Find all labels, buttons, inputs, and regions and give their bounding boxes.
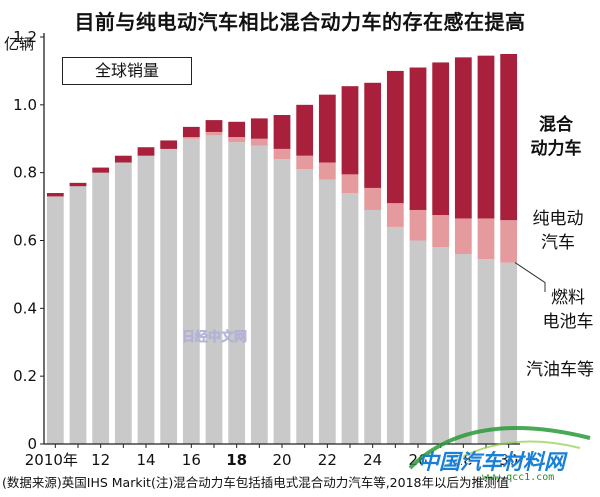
bar-ev: [273, 148, 291, 160]
bar-hybrid: [228, 121, 246, 138]
bar-ev: [409, 209, 427, 241]
bar-ev: [296, 155, 314, 170]
bar-ev: [228, 137, 246, 143]
bar-hybrid: [296, 104, 314, 156]
bar-hybrid: [409, 67, 427, 210]
legend-hybrid: 混合 动力车: [520, 113, 592, 161]
bar-ev: [364, 187, 382, 210]
bar-ev: [386, 203, 404, 227]
bar-ev: [454, 218, 472, 255]
watermark-text: 日经中文网: [182, 330, 248, 346]
bar-stacks: [46, 53, 518, 445]
bar-hybrid: [273, 115, 291, 149]
fuel-cell-leader-line: [514, 262, 546, 292]
x-tick-label: 2010年: [25, 451, 78, 469]
bar-ev: [500, 220, 518, 263]
legend-fc-line1: 燃料: [551, 288, 585, 308]
x-tick-label: 14: [136, 451, 155, 469]
bar-hybrid: [318, 94, 336, 163]
bar-hybrid: [114, 155, 132, 163]
legend-fuel-cell: 燃料 电池车: [536, 286, 600, 334]
unit-label: 亿辆: [4, 35, 35, 53]
brand-name: 中国汽车材料网: [418, 450, 565, 474]
y-tick-label: 0.6: [13, 232, 37, 250]
bar-hybrid: [92, 167, 110, 173]
brand-swoosh-icon: [408, 426, 591, 471]
brand-url: www.qcc1.com: [482, 472, 555, 483]
bar-hybrid: [364, 82, 382, 188]
bar-ev: [182, 137, 200, 139]
legend-ev-line2: 汽车: [541, 233, 575, 253]
bar-gasoline: [182, 138, 200, 444]
bar-ev: [432, 215, 450, 248]
bar-hybrid: [432, 62, 450, 216]
x-tick-label: 12: [91, 451, 110, 469]
legend-ev: 纯电动 汽车: [522, 207, 594, 255]
bar-hybrid: [250, 118, 268, 139]
legend-hybrid-line1: 混合: [539, 115, 573, 135]
bar-hybrid: [454, 57, 472, 219]
y-tick-label: 1.0: [13, 96, 37, 114]
bar-ev: [318, 162, 336, 180]
x-tick-label: 16: [182, 451, 201, 469]
bar-gasoline: [454, 254, 472, 444]
x-tick-label: 24: [363, 451, 382, 469]
bar-gasoline: [273, 159, 291, 444]
bar-hybrid: [137, 147, 155, 156]
bar-hybrid: [500, 53, 518, 221]
bar-gasoline: [114, 162, 132, 444]
y-tick-label: 0.8: [13, 164, 37, 182]
bar-hybrid: [477, 55, 495, 219]
y-tick-label: 0.4: [13, 299, 37, 317]
x-tick-label: 20: [272, 451, 291, 469]
bar-hybrid: [386, 70, 404, 204]
bar-gasoline: [386, 226, 404, 444]
y-tick-label: 0.2: [13, 367, 37, 385]
bar-ev: [250, 138, 268, 146]
legend-fc-line2: 电池车: [542, 312, 594, 332]
bar-gasoline: [477, 259, 495, 444]
bar-gasoline: [160, 148, 178, 445]
bar-hybrid: [205, 120, 223, 132]
bar-gasoline: [296, 169, 314, 444]
bar-gasoline: [205, 135, 223, 444]
bar-gasoline: [318, 179, 336, 444]
bar-ev: [341, 174, 359, 194]
bar-gasoline: [228, 142, 246, 444]
source-footnote: (数据来源)英国IHS Markit(注)混合动力车包括插电式混合动力汽车等,2…: [2, 475, 509, 490]
legend-gasoline: 汽油车等: [526, 360, 594, 380]
x-tick-label: 30: [499, 451, 518, 469]
bar-gasoline: [500, 262, 518, 444]
bar-hybrid: [160, 140, 178, 149]
x-tick-label: 22: [318, 451, 337, 469]
bar-gasoline: [409, 240, 427, 444]
y-tick-label: 0: [27, 435, 37, 453]
x-tick-label: 18: [226, 451, 247, 469]
bar-gasoline: [364, 209, 382, 444]
bar-ev: [477, 218, 495, 260]
bar-gasoline: [432, 247, 450, 444]
bar-hybrid: [182, 126, 200, 138]
legend-leader-lines: [514, 262, 546, 292]
bar-gasoline: [137, 155, 155, 445]
bar-hybrid: [341, 86, 359, 175]
bar-gasoline: [46, 196, 64, 444]
x-tick-label: 28: [454, 451, 473, 469]
sales-box-label: 全球销量: [62, 57, 192, 85]
bar-gasoline: [250, 145, 268, 445]
bar-hybrid: [69, 182, 87, 187]
chart-title: 目前与纯电动汽车相比混合动力车的存在感在提高: [74, 10, 526, 34]
bar-ev: [205, 131, 223, 136]
legend-ev-line1: 纯电动: [532, 209, 584, 229]
bar-gasoline: [341, 193, 359, 444]
bar-gasoline: [92, 172, 110, 444]
legend-hybrid-line2: 动力车: [530, 139, 582, 159]
bar-hybrid: [46, 193, 64, 197]
bar-gasoline: [69, 186, 87, 444]
y-tick-label: 1.2: [13, 28, 37, 46]
